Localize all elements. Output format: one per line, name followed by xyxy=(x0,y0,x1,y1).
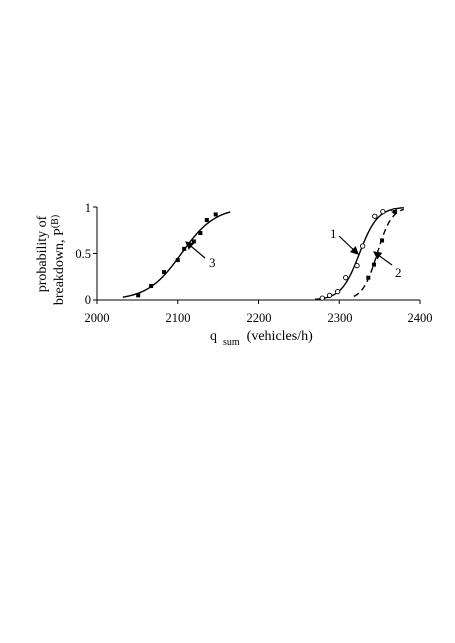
axis-ticks xyxy=(93,206,421,304)
annotation-arrow-3 xyxy=(185,241,206,259)
annotation-arrow-1 xyxy=(338,235,359,255)
y-tick-label: 0 xyxy=(85,293,91,307)
annotation-label-3: 3 xyxy=(209,255,216,270)
data-point-series-3 xyxy=(162,270,167,275)
data-point-series-1 xyxy=(326,292,333,298)
x-tick-label: 2400 xyxy=(408,311,433,325)
y-axis-label-line2: breakdown, P(B) xyxy=(50,215,67,305)
series-line-2 xyxy=(353,208,405,298)
data-point-series-3 xyxy=(198,231,203,236)
data-point-series-1 xyxy=(354,262,360,269)
data-point-series-1 xyxy=(360,243,366,249)
data-point-series-3 xyxy=(149,284,154,289)
x-axis-label-subscript: sum xyxy=(223,337,240,348)
x-tick-label: 2300 xyxy=(328,311,353,325)
data-point-series-2 xyxy=(366,275,371,280)
data-point-series-3 xyxy=(213,212,218,217)
data-point-series-2 xyxy=(371,262,376,267)
data-point-series-1 xyxy=(319,295,325,301)
y-tick-label: 1 xyxy=(85,201,91,215)
series-markers xyxy=(136,208,397,301)
x-tick-label: 2200 xyxy=(247,311,272,325)
y-axis-label-text: breakdown, P xyxy=(52,228,67,305)
x-axis-label: q sum (vehicles/h) xyxy=(210,327,313,349)
annotation-label-2: 2 xyxy=(395,265,402,280)
y-axis-label-line1: probability of xyxy=(35,215,50,292)
data-point-series-3 xyxy=(204,218,209,223)
series-line-1 xyxy=(314,207,404,300)
data-point-series-3 xyxy=(182,246,187,251)
x-axis-label-q: q xyxy=(210,329,217,344)
x-tick-label: 2000 xyxy=(85,311,110,325)
data-point-series-1 xyxy=(372,213,378,219)
data-point-series-1 xyxy=(380,208,386,215)
annotation-arrow-2 xyxy=(373,251,393,266)
data-point-series-3 xyxy=(136,293,141,298)
data-point-series-2 xyxy=(392,209,397,214)
data-point-series-1 xyxy=(343,275,349,281)
y-tick-label: 0.5 xyxy=(75,247,91,261)
annotation-label-1: 1 xyxy=(330,226,337,241)
y-axis-label-superscript: (B) xyxy=(50,215,61,228)
series-curves xyxy=(122,207,405,300)
data-point-series-1 xyxy=(334,288,341,295)
y-axis-label: probability of breakdown, P(B) xyxy=(35,215,67,305)
x-tick-label: 2100 xyxy=(166,311,191,325)
data-point-series-3 xyxy=(175,258,180,263)
x-axis-label-units: (vehicles/h) xyxy=(247,329,313,344)
data-point-series-3 xyxy=(191,239,196,244)
data-point-series-2 xyxy=(380,238,385,243)
